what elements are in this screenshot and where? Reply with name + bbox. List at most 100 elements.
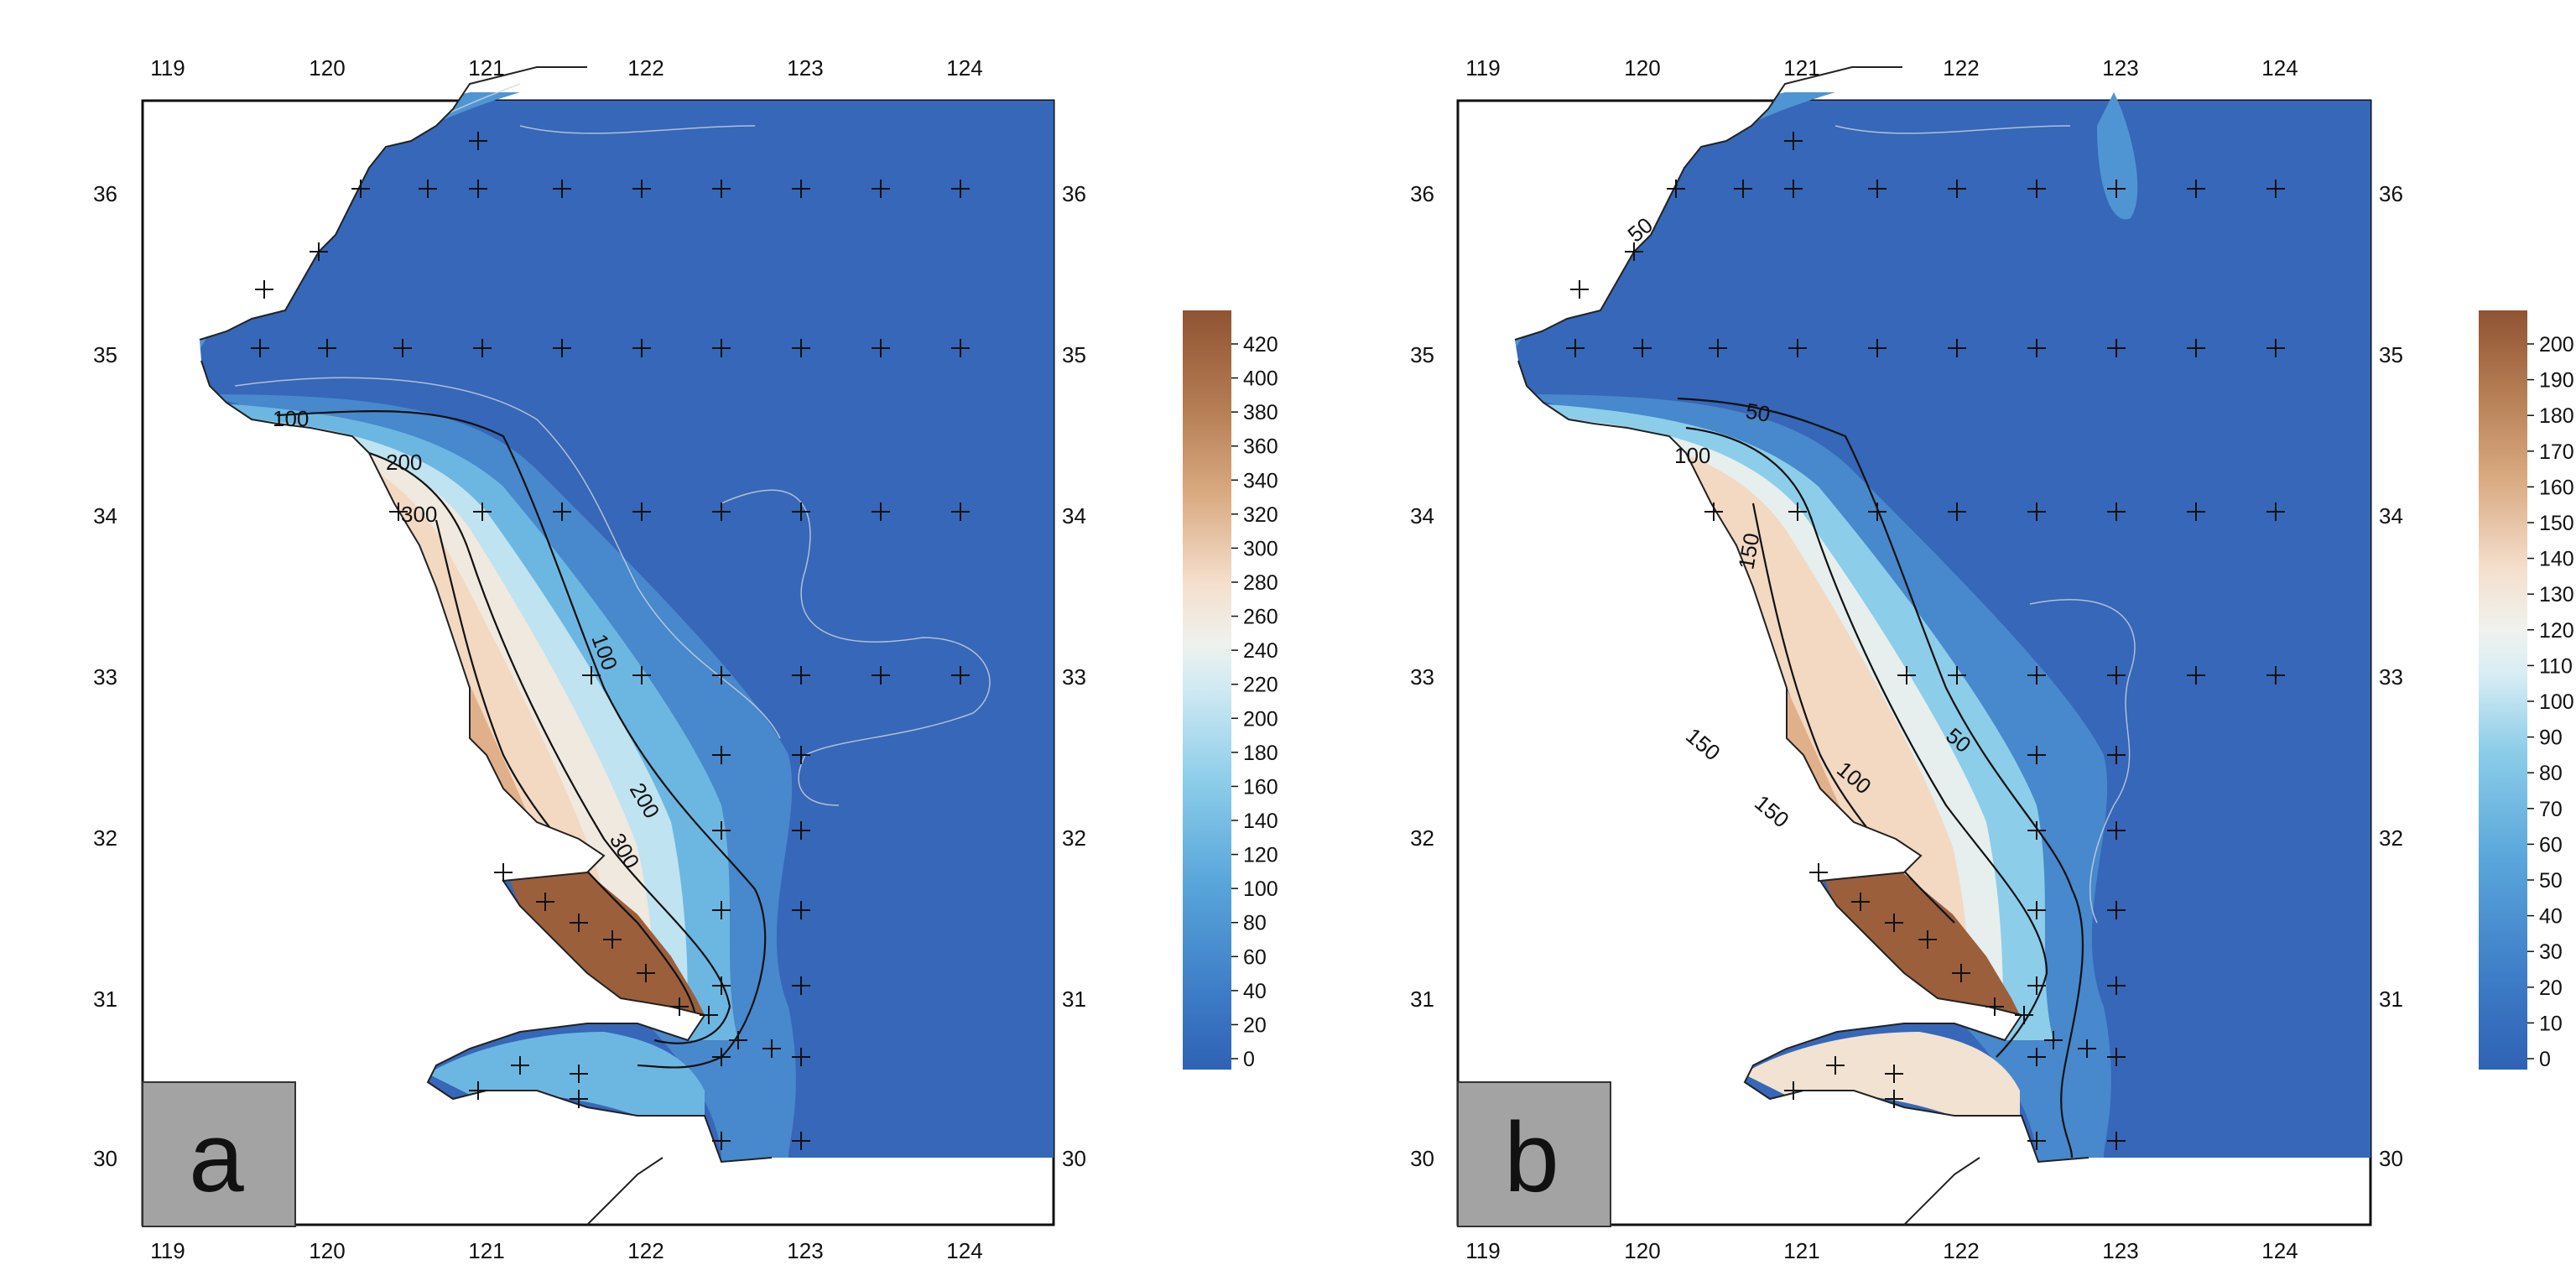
colorbar-tick-label: 140 (2539, 548, 2574, 571)
station-marker (2266, 180, 2285, 198)
panel-b-lon-bottom-124: 124 (2261, 1238, 2298, 1263)
panel-b-contour-label-2: 50 (1744, 398, 1772, 427)
station-marker (255, 280, 273, 299)
station-marker (1788, 339, 1807, 357)
colorbar-tick-label: 160 (1243, 775, 1278, 799)
panel-a-colorbar-ticks: 4204003803603403203002802602402202001801… (1231, 333, 1278, 1071)
panel-b-lat-right-33: 33 (2379, 664, 2403, 690)
station-marker (2107, 901, 2126, 919)
station-marker (469, 180, 487, 198)
station-marker (582, 666, 601, 685)
panel-a-lat-right-36: 36 (1062, 181, 1086, 206)
panel-b-stations (1566, 132, 2285, 1150)
panel-a-lat-right-33: 33 (1062, 664, 1086, 690)
panel-b-lat-left-32: 32 (1410, 825, 1434, 851)
colorbar-tick-label: 180 (1243, 742, 1278, 765)
panel-b-lat-right-31: 31 (2379, 987, 2403, 1012)
station-marker (2266, 502, 2285, 521)
station-marker (670, 997, 689, 1016)
station-marker (2107, 821, 2126, 840)
panel-b-label: b (1504, 1102, 1559, 1213)
station-marker (872, 666, 890, 685)
station-marker (2027, 502, 2046, 521)
station-marker (389, 502, 408, 521)
panel-b-lon-top-123: 123 (2102, 55, 2138, 81)
panel-b-lat-left-35: 35 (1410, 342, 1434, 367)
colorbar-tick-label: 280 (1243, 571, 1278, 595)
colorbar-tick-label: 100 (2539, 690, 2574, 714)
colorbar-tick-label: 420 (1243, 333, 1278, 357)
colorbar-tick-label: 220 (1243, 674, 1278, 697)
station-marker (419, 180, 437, 198)
colorbar-tick-label: 120 (1243, 844, 1278, 867)
station-marker (570, 1065, 588, 1083)
colorbar-tick-label: 140 (1243, 810, 1278, 833)
panel-b-lat-right-30: 30 (2379, 1146, 2403, 1171)
panel-a-lat-left-32: 32 (93, 825, 117, 851)
station-marker (570, 1090, 588, 1108)
station-marker (2027, 901, 2046, 919)
panel-b-lat-left-34: 34 (1410, 503, 1434, 528)
panel-b-colorbar-ticks: 2001901801701601501401301201101009080706… (2527, 333, 2574, 1071)
station-marker (792, 901, 810, 919)
panel-b-lat-right-labels: 36 35 34 33 32 31 30 (2379, 181, 2403, 1171)
panel-b-lat-left-30: 30 (1410, 1146, 1434, 1171)
panel-b-colorbar (2479, 310, 2527, 1070)
station-marker (1709, 339, 1727, 357)
station-marker (1948, 502, 1966, 521)
station-marker (1897, 666, 1916, 685)
station-marker (951, 502, 970, 521)
colorbar-tick-label: 200 (2539, 333, 2574, 357)
station-marker (2107, 976, 2126, 995)
station-marker (473, 339, 492, 357)
colorbar-tick-label: 40 (2539, 905, 2563, 929)
station-marker (1948, 666, 1966, 685)
station-marker (1948, 339, 1966, 357)
panel-b-lat-left-33: 33 (1410, 664, 1434, 690)
station-marker (2187, 180, 2205, 198)
colorbar-tick-label: 130 (2539, 583, 2574, 607)
station-marker (1667, 180, 1685, 198)
panel-a-lat-right-labels: 36 35 34 33 32 31 30 (1062, 181, 1086, 1171)
station-marker (393, 339, 412, 357)
station-marker (1633, 339, 1652, 357)
panel-a-colorbar (1183, 310, 1231, 1070)
colorbar-tick-label: 120 (2539, 619, 2574, 643)
station-marker (1566, 339, 1585, 357)
station-marker (712, 746, 731, 764)
station-marker (712, 1048, 731, 1066)
panel-b-lon-bottom-123: 123 (2102, 1238, 2138, 1263)
panel-b-lon-bottom-121: 121 (1783, 1238, 1819, 1263)
colorbar-tick-label: 400 (1243, 367, 1278, 391)
panel-b-contour-label-4: 150 (1733, 531, 1764, 571)
station-marker (792, 339, 810, 357)
colorbar-tick-label: 300 (1243, 537, 1278, 560)
station-marker (1885, 914, 1903, 932)
panel-b-lat-left-31: 31 (1410, 987, 1434, 1012)
panel-b-lat-left-labels: 36 35 34 33 32 31 30 (1410, 181, 1434, 1171)
panel-a-lat-right-30: 30 (1062, 1146, 1086, 1171)
colorbar-tick-label: 320 (1243, 503, 1278, 527)
station-marker (1784, 180, 1803, 198)
panel-a-lat-right-35: 35 (1062, 342, 1086, 367)
panel-a-contour-label-3: 300 (401, 502, 437, 527)
panel-a-lon-bottom-119: 119 (150, 1238, 185, 1263)
station-marker (700, 1006, 718, 1024)
station-marker (1952, 964, 1970, 982)
station-marker (1784, 132, 1803, 150)
station-marker (351, 180, 370, 198)
colorbar-tick-label: 170 (2539, 440, 2574, 464)
panel-a-lat-left-36: 36 (93, 181, 117, 206)
station-marker (2027, 666, 2046, 685)
colorbar-tick-label: 180 (2539, 404, 2574, 428)
station-marker (712, 976, 731, 995)
panel-a: 119 120 121 122 123 124 119 120 121 122 … (93, 55, 1278, 1263)
station-marker (603, 930, 622, 949)
station-marker (1868, 180, 1886, 198)
station-marker (570, 914, 588, 932)
panel-b-lon-top-124: 124 (2261, 55, 2298, 81)
station-marker (2027, 339, 2046, 357)
station-marker (1868, 502, 1886, 521)
panel-a-contour-label-2: 200 (386, 450, 422, 475)
